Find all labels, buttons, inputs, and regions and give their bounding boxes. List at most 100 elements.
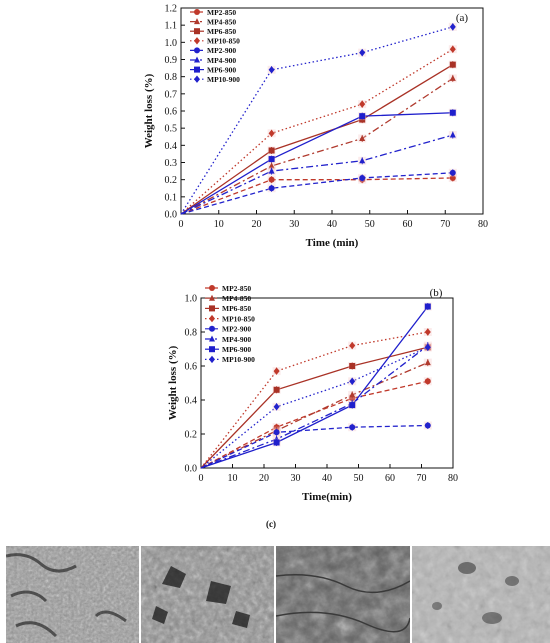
series-line xyxy=(200,346,429,469)
y-tick-label: 0.4 xyxy=(165,141,178,152)
legend-marker xyxy=(194,56,200,63)
series-line xyxy=(180,64,454,215)
legend-marker xyxy=(209,314,215,323)
legend-item: MP2-850 xyxy=(190,8,236,17)
legend-label: MP4-900 xyxy=(222,335,251,344)
legend-marker xyxy=(209,325,215,332)
legend-item: MP10-850 xyxy=(190,37,240,46)
legend-label: MP2-900 xyxy=(222,325,251,334)
chart-panel-2: 0 10 20 30 40 50 60 70 80 0.0 0.2 0.4 0.6 0.8 1.0 Time(… xyxy=(167,284,458,503)
legend-item: MP2-900 xyxy=(205,325,251,334)
data-point xyxy=(359,100,366,108)
series-MP10-850 xyxy=(180,45,457,215)
y-tick-label: 0.4 xyxy=(185,396,198,407)
data-point xyxy=(449,174,456,181)
legend-marker xyxy=(209,305,215,312)
series-MP4-850 xyxy=(180,74,457,215)
data-point xyxy=(273,403,280,411)
legend-marker xyxy=(209,355,215,364)
data-point xyxy=(449,109,456,116)
data-point xyxy=(349,341,356,350)
y-tick-label: 0.7 xyxy=(165,89,178,100)
series-MP10-900 xyxy=(200,343,432,469)
legend-item: MP4-900 xyxy=(190,56,236,65)
data-point xyxy=(449,45,456,53)
legend-marker xyxy=(194,75,200,83)
x-tick-label: 20 xyxy=(252,219,262,230)
sem-image-2 xyxy=(141,546,274,643)
y-tick-label: 0.0 xyxy=(185,464,198,475)
y-tick-label: 1.2 xyxy=(165,4,178,15)
x-tick-label: 80 xyxy=(478,219,488,230)
series-line xyxy=(180,77,454,215)
y-tick-label: 0.3 xyxy=(165,158,178,169)
x-tick-label: 70 xyxy=(440,219,450,230)
series-line xyxy=(180,112,453,215)
panel-label: (b) xyxy=(430,287,443,299)
series-line xyxy=(180,134,453,215)
y-tick-label: 0.6 xyxy=(165,107,178,118)
series-line xyxy=(200,345,429,469)
legend-marker xyxy=(194,18,200,25)
legend-item: MP10-900 xyxy=(190,75,240,84)
legend-item: MP10-850 xyxy=(205,314,255,323)
data-point xyxy=(349,377,356,385)
sem-image-3 xyxy=(276,546,410,643)
data-point xyxy=(349,424,356,431)
y-tick-label: 0.2 xyxy=(165,175,178,186)
x-tick-label: 30 xyxy=(291,473,301,484)
data-point xyxy=(268,162,275,169)
legend-label: MP4-850 xyxy=(207,17,236,26)
data-point xyxy=(349,402,356,409)
y-tick-label: 1.0 xyxy=(185,294,198,305)
panel-label: (a) xyxy=(456,12,469,24)
legend-marker xyxy=(194,66,200,73)
data-point xyxy=(359,134,366,141)
series-line xyxy=(200,362,429,469)
data-point xyxy=(424,378,431,385)
series-MP6-900 xyxy=(200,302,432,469)
data-point xyxy=(359,157,366,164)
legend-label: MP2-850 xyxy=(222,284,251,293)
data-point xyxy=(424,343,431,351)
y-tick-label: 0.2 xyxy=(185,430,198,441)
x-tick-label: 40 xyxy=(327,219,337,230)
legend-item: MP6-900 xyxy=(190,65,236,74)
x-tick-label: 60 xyxy=(385,473,395,484)
legend-label: MP10-850 xyxy=(222,314,255,323)
data-point xyxy=(268,167,275,174)
legend-label: MP4-900 xyxy=(207,56,236,65)
legend-label: MP10-850 xyxy=(207,37,240,46)
legend-marker xyxy=(194,47,200,54)
y-tick-label: 0.1 xyxy=(165,192,178,203)
y-axis-label: Weight loss (%) xyxy=(143,73,155,148)
data-point xyxy=(449,61,456,68)
legend-item: MP2-850 xyxy=(205,284,251,293)
x-tick-label: 60 xyxy=(403,219,413,230)
legend-label: MP6-850 xyxy=(207,27,236,36)
data-point xyxy=(359,113,366,120)
x-tick-label: 10 xyxy=(214,219,224,230)
x-tick-label: 10 xyxy=(228,473,238,484)
data-point xyxy=(273,439,280,446)
legend-marker xyxy=(209,285,215,291)
x-tick-label: 20 xyxy=(259,473,269,484)
series-MP10-850 xyxy=(200,328,432,469)
x-tick-label: 80 xyxy=(448,473,458,484)
series-MP4-900 xyxy=(180,131,457,215)
data-point xyxy=(449,74,456,81)
series-line xyxy=(200,424,428,469)
y-tick-label: 0.8 xyxy=(185,328,198,339)
y-tick-label: 0.0 xyxy=(165,210,178,221)
legend-marker xyxy=(194,28,200,35)
y-axis-label: Weight loss (%) xyxy=(167,345,179,420)
legend-label: MP4-850 xyxy=(222,294,251,303)
x-tick-label: 0 xyxy=(179,219,184,230)
x-tick-label: 50 xyxy=(354,473,364,484)
series-line xyxy=(200,346,428,469)
legend-item: MP6-850 xyxy=(190,27,236,36)
data-point xyxy=(449,169,456,176)
data-point xyxy=(424,303,431,310)
sem-image-4 xyxy=(412,546,550,643)
